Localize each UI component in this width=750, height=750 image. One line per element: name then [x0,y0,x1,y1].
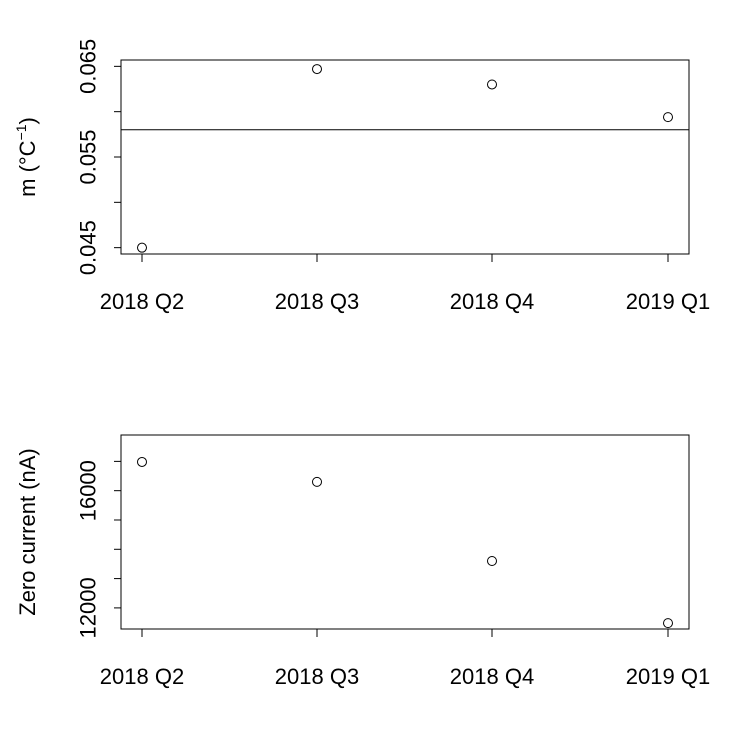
data-point [487,79,497,90]
data-point [312,64,322,75]
y-axis-label-exponent: −1 [13,124,29,140]
x-tick-label: 2018 Q3 [275,664,359,689]
x-tick-label: 2019 Q1 [626,664,710,689]
y-tick-label: 16000 [76,460,101,521]
x-ticks: 2018 Q2 2018 Q3 2018 Q4 2019 Q1 [100,254,710,314]
data-point [137,242,147,253]
x-ticks: 2018 Q2 2018 Q3 2018 Q4 2019 Q1 [100,629,710,689]
x-tick-label: 2018 Q4 [450,289,534,314]
x-tick-label: 2018 Q4 [450,664,534,689]
data-point [312,476,322,487]
data-point [663,618,673,629]
x-tick-label: 2018 Q2 [100,289,184,314]
y-tick-label: 0.045 [76,220,101,275]
y-tick-label: 0.065 [76,39,101,94]
data-points [137,456,673,629]
x-tick-label: 2018 Q2 [100,664,184,689]
y-ticks: 12000 16000 [76,460,121,638]
y-axis-label: Zero current (nA) [15,448,40,616]
y-ticks: 0.045 0.055 0.065 [76,39,121,275]
y-axis-label: m (°C−1) [13,117,40,197]
y-tick-label: 0.055 [76,129,101,184]
plot-frame [120,434,690,630]
data-points [137,64,673,253]
x-tick-label: 2019 Q1 [626,289,710,314]
data-point [487,556,497,567]
y-tick-label: 12000 [76,577,101,638]
x-tick-label: 2018 Q3 [275,289,359,314]
data-point [137,456,147,467]
plot-frame [120,59,690,255]
data-point [663,112,673,123]
